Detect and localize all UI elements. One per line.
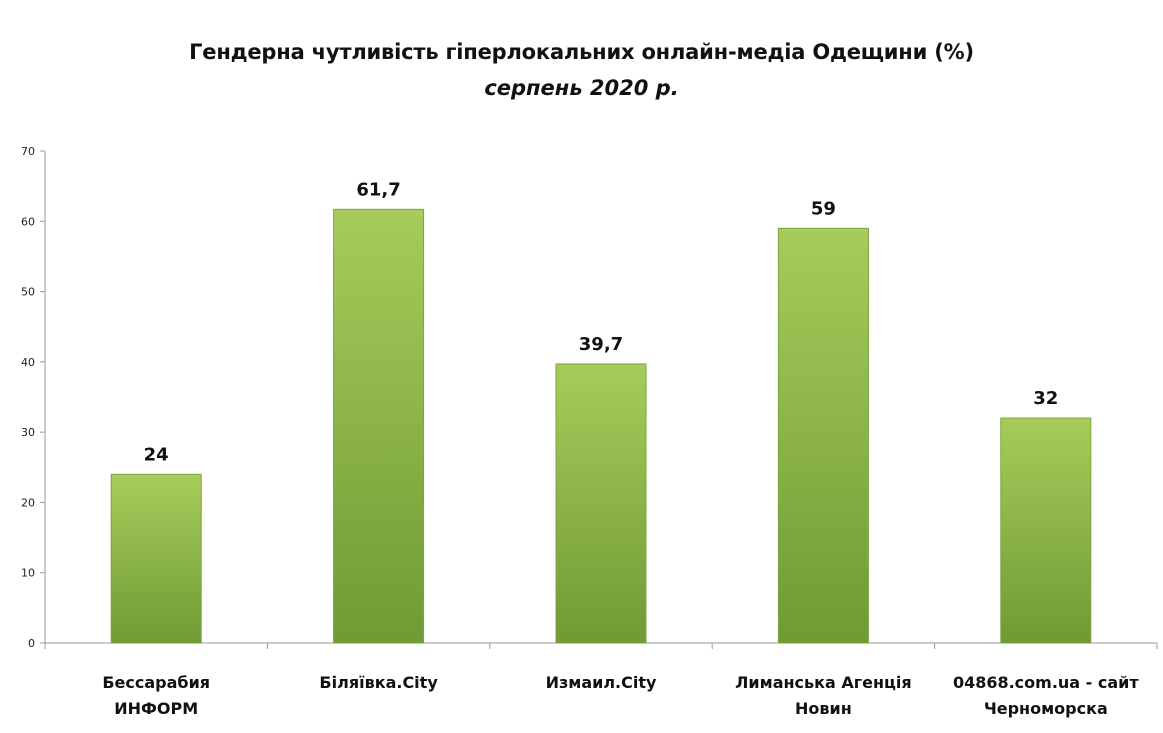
y-tick-label: 30: [21, 426, 35, 439]
x-category-label: Новин: [795, 699, 852, 718]
x-category-label: ИНФОРМ: [114, 699, 198, 718]
bar: [333, 208, 425, 644]
data-label: 32: [1033, 388, 1058, 409]
y-tick-label: 40: [21, 356, 35, 369]
x-category-label: Біляївка.City: [319, 673, 438, 692]
y-tick-label: 10: [21, 567, 35, 580]
y-tick-label: 70: [21, 145, 35, 158]
chart-subtitle: серпень 2020 р.: [484, 76, 679, 100]
y-tick-label: 50: [21, 286, 35, 299]
data-label: 24: [144, 444, 169, 465]
bar: [777, 227, 869, 644]
bar: [555, 363, 647, 644]
x-category-label: Лиманська Агенція: [735, 673, 912, 692]
chart-title-block: Гендерна чутливість гіперлокальних онлай…: [0, 34, 1163, 106]
y-tick-label: 60: [21, 215, 35, 228]
x-category-label: Бессарабия: [102, 673, 210, 692]
y-tick-label: 0: [28, 637, 35, 650]
bar: [110, 473, 202, 644]
chart-title: Гендерна чутливість гіперлокальних онлай…: [189, 40, 974, 64]
bar: [1000, 417, 1092, 644]
x-category-label: Измаил.City: [546, 673, 657, 692]
data-label: 59: [811, 198, 836, 219]
x-category-label: 04868.com.ua - сайт: [953, 673, 1139, 692]
x-category-label: Черноморска: [984, 699, 1108, 718]
y-tick-label: 20: [21, 496, 35, 509]
data-label: 39,7: [579, 334, 623, 355]
data-label: 61,7: [356, 179, 400, 200]
